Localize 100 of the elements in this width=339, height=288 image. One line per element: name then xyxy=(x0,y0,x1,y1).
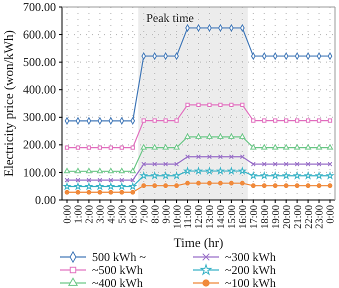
x-tick-label: 14:00 xyxy=(216,205,228,229)
x-tick-label: 11:00 xyxy=(183,205,194,229)
point xyxy=(64,190,70,195)
point xyxy=(120,145,124,150)
y-tick-label: 400.00 xyxy=(23,82,56,97)
point xyxy=(74,168,81,174)
point xyxy=(206,133,212,139)
point xyxy=(250,144,256,150)
point xyxy=(228,167,235,174)
point xyxy=(76,190,80,195)
point xyxy=(328,118,332,123)
y-tick-label: 600.00 xyxy=(23,27,56,42)
point xyxy=(130,168,136,174)
point xyxy=(174,183,179,188)
y-axis-title: Electricity price (won/kWh) xyxy=(1,30,16,177)
point xyxy=(107,182,114,190)
point xyxy=(130,190,136,195)
point xyxy=(119,178,124,183)
point xyxy=(152,144,158,150)
point xyxy=(196,154,201,160)
point xyxy=(151,172,158,179)
point xyxy=(174,144,180,150)
point xyxy=(217,133,224,139)
point xyxy=(108,178,114,183)
point xyxy=(108,190,114,195)
point xyxy=(118,168,125,174)
point xyxy=(119,190,124,195)
point xyxy=(129,182,136,190)
point xyxy=(262,183,267,188)
point xyxy=(240,102,244,108)
x-tick-label: 12:00 xyxy=(194,205,206,229)
point xyxy=(306,162,310,167)
point xyxy=(98,145,102,150)
y-tick-label: 500.00 xyxy=(23,54,56,69)
point xyxy=(207,102,212,108)
point xyxy=(207,154,212,160)
point xyxy=(140,144,147,150)
point xyxy=(272,172,279,179)
point xyxy=(96,182,104,190)
point xyxy=(185,180,190,186)
point xyxy=(294,172,301,179)
point xyxy=(207,180,212,186)
point xyxy=(272,144,278,150)
point xyxy=(228,154,234,160)
point xyxy=(272,183,278,188)
point xyxy=(294,183,300,188)
point xyxy=(218,102,223,108)
point xyxy=(316,183,322,188)
point xyxy=(142,118,146,123)
point xyxy=(86,145,92,150)
point xyxy=(326,144,334,150)
point xyxy=(173,172,180,179)
legend-label: ~200 kWh xyxy=(225,263,276,278)
point xyxy=(162,144,169,150)
x-tick-label: 4:00 xyxy=(106,205,118,224)
legend-label: ~300 kWh xyxy=(225,250,276,264)
point xyxy=(195,167,202,174)
point xyxy=(74,182,82,190)
x-tick-label: 10:00 xyxy=(172,205,184,229)
point xyxy=(250,183,256,188)
point xyxy=(86,168,92,174)
x-tick-label: 15:00 xyxy=(227,205,238,229)
point xyxy=(294,162,300,167)
y-tick-label: 0.00 xyxy=(35,192,56,207)
point xyxy=(174,162,179,167)
point xyxy=(251,118,256,123)
point xyxy=(174,118,179,123)
x-tick-label: 8:00 xyxy=(150,205,162,224)
point xyxy=(262,162,267,167)
point xyxy=(184,167,192,174)
point xyxy=(294,144,300,150)
point xyxy=(282,172,290,179)
point xyxy=(229,180,234,186)
point xyxy=(184,133,191,139)
point xyxy=(152,118,157,123)
point xyxy=(85,182,92,190)
point xyxy=(96,168,103,174)
point xyxy=(273,118,278,123)
y-tick-label: 200.00 xyxy=(23,138,56,152)
point xyxy=(196,102,201,108)
point xyxy=(326,172,334,179)
point xyxy=(206,167,213,174)
x-tick-label: 5:00 xyxy=(117,205,128,224)
point xyxy=(284,118,288,123)
point xyxy=(141,183,146,188)
point xyxy=(304,172,312,179)
point xyxy=(284,162,289,167)
x-tick-label: 13:00 xyxy=(205,205,216,229)
x-tick-label: 7:00 xyxy=(139,205,150,224)
point xyxy=(240,154,245,160)
point xyxy=(216,167,224,174)
point xyxy=(250,172,257,179)
x-tick-label: 22:00 xyxy=(304,205,315,229)
x-tick-label: 9:00 xyxy=(161,205,172,224)
y-tick-label: 700.00 xyxy=(23,0,56,14)
point xyxy=(261,144,268,150)
point xyxy=(305,144,312,150)
x-tick-label: 17:00 xyxy=(248,205,260,229)
point xyxy=(239,133,246,139)
point xyxy=(163,118,168,123)
